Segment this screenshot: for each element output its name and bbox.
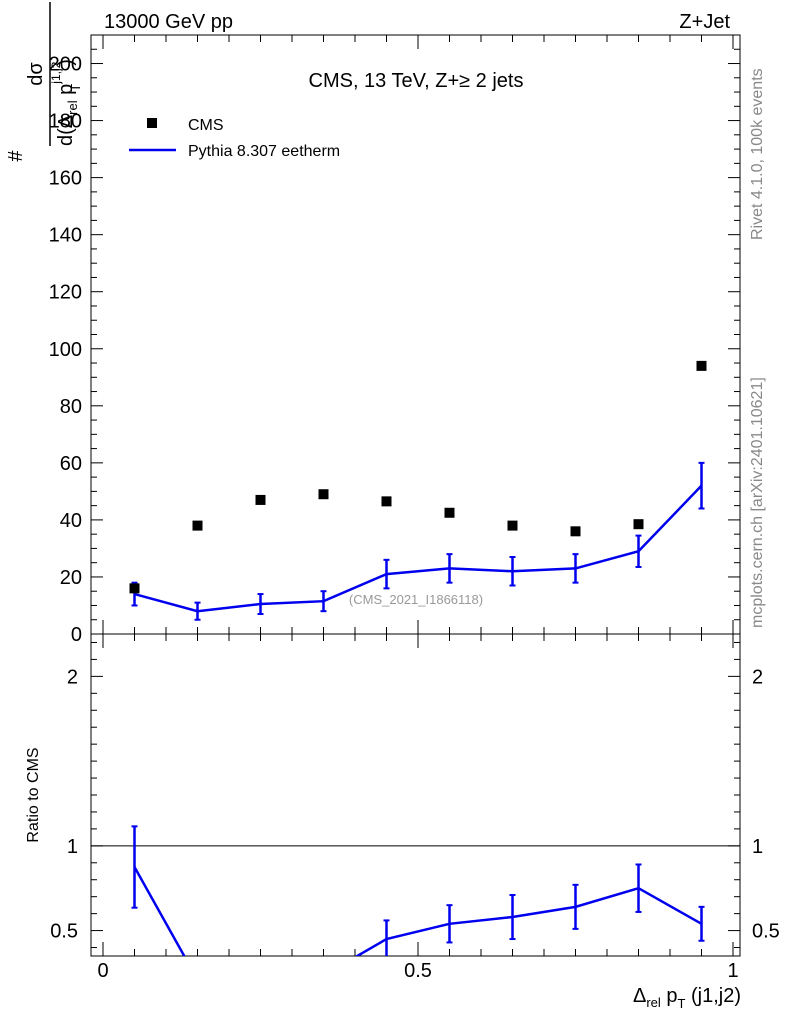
main-axis-ticks bbox=[91, 34, 740, 635]
cms-data-point bbox=[696, 360, 707, 371]
ratio-plot-frame bbox=[90, 633, 741, 957]
header-left-label: 13000 GeV pp bbox=[104, 11, 233, 33]
x-axis-label: Δrel pT (j1,j2) bbox=[633, 985, 741, 1011]
legend-label-cms: CMS bbox=[188, 117, 224, 134]
pythia-line bbox=[134, 484, 703, 613]
main-y-tick-label: 0 bbox=[71, 624, 82, 646]
ratio-y-tick-label-right: 2 bbox=[752, 666, 763, 688]
ratio-y-tick-label-right: 0.5 bbox=[752, 921, 780, 943]
cms-data-point bbox=[381, 496, 392, 507]
ratio-axis-ticks bbox=[91, 634, 740, 956]
ratio-y-tick-label-left: 2 bbox=[67, 666, 78, 688]
main-title: CMS, 13 TeV, Z+≥ 2 jets bbox=[309, 70, 524, 92]
main-series-layer bbox=[129, 360, 707, 621]
ratio-y-tick-labels: 0.5 0.5 1 1 2 2 bbox=[50, 666, 780, 942]
y-label-denom-suffix: ) bbox=[55, 59, 77, 66]
ratio-x-tick-labels: 0 0.5 1 bbox=[97, 960, 738, 982]
cms-data-point bbox=[318, 489, 329, 500]
ratio-line bbox=[133, 866, 703, 956]
main-y-tick-label: 60 bbox=[60, 453, 82, 475]
x-tick-label: 0 bbox=[97, 960, 108, 982]
legend: CMS Pythia 8.307 eetherm bbox=[129, 117, 340, 160]
x-tick-label: 0.5 bbox=[404, 960, 432, 982]
y-label-denom-mid: p bbox=[55, 84, 77, 101]
main-y-tick-label: 180 bbox=[49, 111, 82, 133]
y-label-denom-sup: j1,j2 bbox=[49, 61, 63, 84]
main-y-tick-label: 20 bbox=[60, 567, 82, 589]
main-y-tick-label: 140 bbox=[49, 225, 82, 247]
mcplots-reference-label: mcplots.cern.ch [arXiv:2401.10621] bbox=[749, 377, 766, 628]
x-label-prefix: Δ bbox=[633, 985, 646, 1007]
cms-data-point bbox=[570, 526, 581, 537]
main-y-tick-label: 80 bbox=[60, 396, 82, 418]
main-y-tick-label: 100 bbox=[49, 339, 82, 361]
main-y-tick-labels: 0 20 40 60 80 100 120 140 160 180 200 bbox=[49, 54, 82, 646]
ratio-y-axis-label: Ratio to CMS bbox=[25, 747, 42, 842]
cms-data-point bbox=[633, 519, 644, 530]
x-tick-label: 1 bbox=[727, 960, 738, 982]
ratio-y-tick-label-left: 0.5 bbox=[50, 921, 78, 943]
legend-marker-cms bbox=[147, 118, 157, 128]
x-label-sub: rel bbox=[646, 995, 661, 1010]
y-label-numerator: dσ bbox=[25, 62, 47, 86]
header-right-label: Z+Jet bbox=[679, 11, 730, 33]
cms-data-point bbox=[255, 494, 266, 505]
y-label-denom-sub2: T bbox=[68, 84, 83, 92]
ratio-series-layer bbox=[131, 825, 705, 956]
main-y-tick-label: 160 bbox=[49, 168, 82, 190]
x-label-sub2: T bbox=[677, 996, 685, 1011]
main-y-axis-label: # dσ d(Δrel pj1,j2 T) bbox=[5, 2, 83, 162]
rivet-version-label: Rivet 4.1.0, 100k events bbox=[749, 68, 766, 240]
cms-data-point bbox=[192, 520, 203, 531]
main-y-tick-label: 200 bbox=[49, 54, 82, 76]
cms-data-point bbox=[507, 520, 518, 531]
y-label-denom-sub: rel bbox=[65, 100, 80, 115]
main-y-tick-label: 40 bbox=[60, 510, 82, 532]
legend-label-pythia: Pythia 8.307 eetherm bbox=[188, 143, 340, 160]
ratio-y-tick-label-left: 1 bbox=[67, 836, 78, 858]
ratio-y-tick-label-right: 1 bbox=[752, 836, 763, 858]
y-label-denominator: d(Δrel pj1,j2 T) bbox=[49, 59, 83, 146]
cms-data-point bbox=[129, 583, 140, 594]
y-label-hash: # bbox=[5, 150, 27, 162]
analysis-watermark: (CMS_2021_I1866118) bbox=[349, 592, 483, 607]
main-y-tick-label: 120 bbox=[49, 282, 82, 304]
x-label-suffix: (j1,j2) bbox=[685, 985, 741, 1007]
x-label-mid: p bbox=[661, 985, 678, 1007]
y-label-denom-prefix: d(Δ bbox=[55, 115, 77, 146]
cms-data-point bbox=[444, 507, 455, 518]
